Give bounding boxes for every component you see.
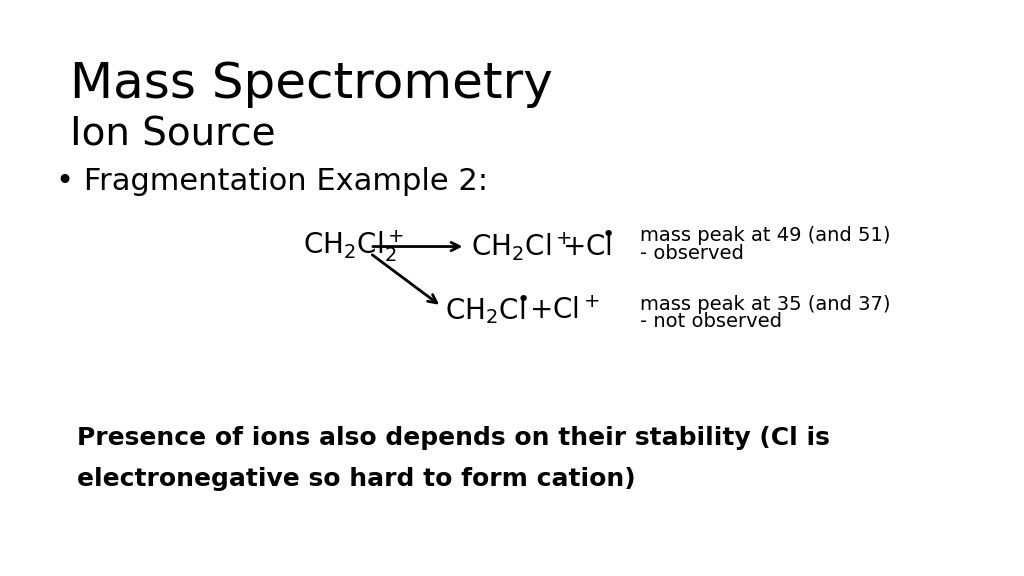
- Text: mass peak at 49 (and 51): mass peak at 49 (and 51): [640, 226, 891, 245]
- Text: •: •: [517, 290, 530, 310]
- Text: $\mathregular{+ Cl^+}$: $\mathregular{+ Cl^+}$: [528, 297, 599, 325]
- Text: • Fragmentation Example 2:: • Fragmentation Example 2:: [56, 167, 488, 196]
- Text: $\mathregular{+ Cl}$: $\mathregular{+ Cl}$: [562, 233, 612, 260]
- Text: •: •: [602, 225, 615, 245]
- Text: Presence of ions also depends on their stability (Cl is: Presence of ions also depends on their s…: [77, 426, 829, 450]
- Text: electronegative so hard to form cation): electronegative so hard to form cation): [77, 467, 636, 491]
- Text: Ion Source: Ion Source: [70, 115, 275, 153]
- Text: $\mathregular{CH_2Cl_2^+}$: $\mathregular{CH_2Cl_2^+}$: [303, 229, 403, 264]
- Text: - not observed: - not observed: [640, 312, 782, 331]
- Text: $\mathregular{CH_2Cl^+}$: $\mathregular{CH_2Cl^+}$: [471, 230, 572, 263]
- Text: mass peak at 35 (and 37): mass peak at 35 (and 37): [640, 295, 891, 314]
- Text: $\mathregular{CH_2Cl}$: $\mathregular{CH_2Cl}$: [445, 295, 525, 326]
- Text: Mass Spectrometry: Mass Spectrometry: [70, 60, 553, 108]
- Text: - observed: - observed: [640, 244, 743, 263]
